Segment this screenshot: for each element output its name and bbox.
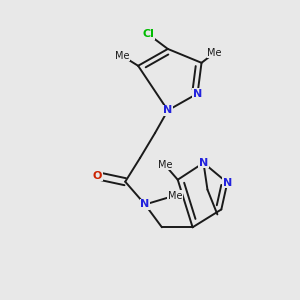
Text: Cl: Cl bbox=[142, 29, 154, 39]
Text: N: N bbox=[163, 105, 172, 116]
Text: Me: Me bbox=[158, 160, 172, 170]
Text: Me: Me bbox=[167, 190, 182, 201]
Text: N: N bbox=[140, 200, 150, 209]
Text: N: N bbox=[193, 88, 202, 98]
Text: Me: Me bbox=[207, 48, 222, 58]
Text: Me: Me bbox=[115, 51, 130, 61]
Text: N: N bbox=[199, 158, 208, 168]
Text: N: N bbox=[223, 178, 232, 188]
Text: O: O bbox=[93, 171, 102, 181]
